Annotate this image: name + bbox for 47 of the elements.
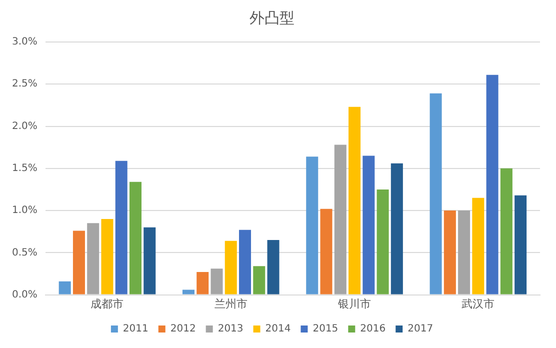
- bar: [334, 144, 346, 294]
- bar: [458, 210, 470, 294]
- bar: [115, 160, 128, 294]
- bar: [196, 272, 209, 294]
- bar: [182, 290, 194, 294]
- y-tick-label: 2.0%: [12, 120, 38, 132]
- bar: [306, 156, 318, 294]
- y-tick-label: 3.0%: [12, 36, 38, 48]
- x-tick-label: 银川市: [337, 297, 372, 310]
- bar: [500, 168, 512, 294]
- bar: [253, 266, 266, 294]
- legend-label: 2014: [265, 324, 291, 335]
- bar: [129, 182, 142, 294]
- bar: [224, 240, 237, 294]
- bar: [348, 106, 361, 294]
- legend-label: 2011: [122, 324, 148, 335]
- bar: [472, 198, 484, 294]
- legend-label: 2013: [218, 324, 244, 335]
- bar: [101, 218, 114, 294]
- y-tick-label: 0.0%: [12, 289, 38, 300]
- bar: [210, 268, 223, 294]
- y-tick-label: 1.0%: [12, 205, 38, 216]
- legend-label: 2012: [170, 324, 196, 335]
- bar: [239, 230, 252, 294]
- bar: [58, 281, 71, 294]
- legend-label: 2015: [312, 324, 338, 335]
- bar: [390, 163, 403, 294]
- bar: [444, 210, 456, 294]
- bar: [486, 74, 498, 294]
- bar: [320, 208, 332, 294]
- legend-label: 2016: [360, 324, 386, 335]
- x-tick-label: 成都市: [90, 297, 124, 310]
- bar: [376, 189, 389, 294]
- bar: [430, 93, 442, 294]
- x-tick-label: 武汉市: [462, 297, 495, 310]
- chart-title: 外凸型: [250, 8, 294, 27]
- bar: [267, 240, 280, 294]
- bar: [362, 156, 375, 294]
- y-tick-label: 2.5%: [12, 78, 38, 90]
- y-tick-label: 0.5%: [12, 247, 38, 258]
- bar: [514, 195, 527, 294]
- y-tick-label: 1.5%: [12, 162, 38, 174]
- bar: [144, 227, 156, 294]
- bar: [87, 223, 100, 294]
- x-tick-label: 兰州市: [214, 297, 248, 310]
- legend-label: 2017: [408, 324, 434, 335]
- bar: [72, 230, 85, 294]
